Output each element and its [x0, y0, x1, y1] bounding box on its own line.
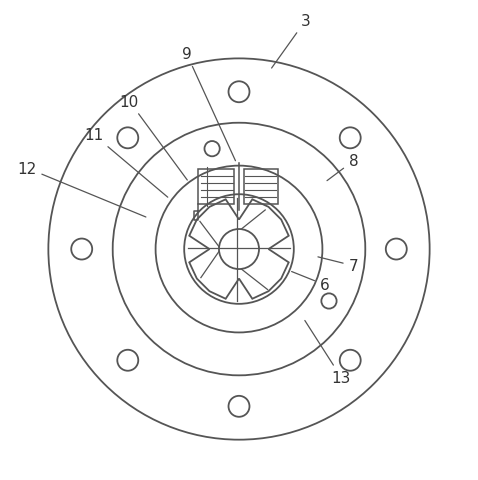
Circle shape — [117, 128, 138, 149]
Circle shape — [386, 239, 407, 260]
Text: 8: 8 — [327, 154, 358, 181]
Text: 11: 11 — [84, 128, 168, 198]
Circle shape — [113, 123, 365, 375]
Circle shape — [228, 82, 250, 103]
Circle shape — [71, 239, 92, 260]
Circle shape — [321, 294, 337, 309]
Text: 9: 9 — [182, 47, 236, 161]
Circle shape — [340, 350, 361, 371]
Circle shape — [184, 195, 294, 304]
Circle shape — [228, 396, 250, 417]
Circle shape — [156, 166, 322, 333]
Text: 12: 12 — [17, 161, 146, 217]
Text: 6: 6 — [292, 272, 330, 293]
Circle shape — [48, 59, 430, 440]
Circle shape — [205, 142, 220, 157]
Text: 13: 13 — [305, 321, 351, 385]
Text: 10: 10 — [120, 95, 187, 180]
Text: 7: 7 — [318, 257, 358, 274]
Polygon shape — [189, 200, 289, 299]
Circle shape — [117, 350, 138, 371]
Circle shape — [219, 229, 259, 269]
Circle shape — [340, 128, 361, 149]
Text: 3: 3 — [272, 14, 311, 69]
